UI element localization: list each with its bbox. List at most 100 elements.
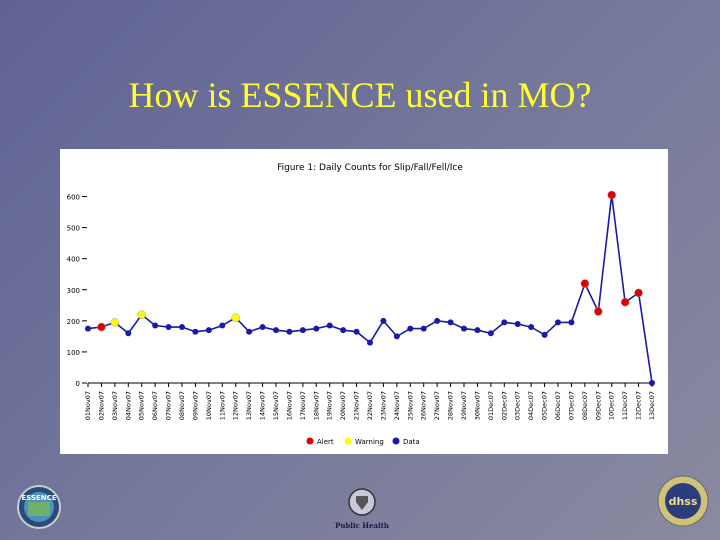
- x-tick-label: 29Nov07: [460, 391, 468, 420]
- data-point-07Nov07: [165, 324, 172, 331]
- x-tick-label: 05Dec07: [541, 391, 549, 420]
- y-tick-label: 200: [67, 318, 80, 326]
- x-tick-label: 18Nov07: [312, 391, 320, 420]
- x-tick-label: 19Nov07: [326, 391, 334, 420]
- x-tick-label: 03Nov07: [111, 391, 119, 420]
- legend-marker-warning: [344, 437, 352, 445]
- legend-label-data: Data: [403, 438, 420, 446]
- y-tick-label: 0: [76, 380, 80, 388]
- data-point-06Nov07: [152, 322, 159, 329]
- data-point-02Nov07: [97, 322, 106, 332]
- x-tick-label: 15Nov07: [272, 391, 280, 420]
- x-tick-label: 27Nov07: [433, 391, 441, 420]
- x-tick-label: 12Dec07: [635, 391, 643, 420]
- legend-label-alert: Alert: [317, 438, 334, 446]
- data-point-15Nov07: [273, 327, 279, 334]
- data-point-20Nov07: [340, 327, 347, 334]
- x-tick-label: 02Dec07: [500, 391, 508, 420]
- svg-text:ESSENCE: ESSENCE: [21, 494, 56, 502]
- data-point-14Nov07: [259, 324, 266, 331]
- data-point-16Nov07: [286, 328, 293, 335]
- data-point-09Nov07: [192, 328, 199, 335]
- x-tick-label: 06Nov07: [151, 391, 159, 420]
- x-tick-label: 07Nov07: [165, 391, 173, 420]
- data-point-08Dec07: [580, 279, 590, 288]
- x-tick-label: 13Dec07: [648, 391, 656, 420]
- data-point-05Nov07: [137, 310, 146, 319]
- data-point-04Dec07: [528, 324, 535, 331]
- x-tick-label: 11Dec07: [621, 391, 629, 420]
- y-tick-label: 600: [67, 194, 80, 202]
- y-tick-label: 400: [67, 256, 80, 264]
- data-point-03Nov07: [110, 318, 120, 327]
- x-tick-label: 07Dec07: [567, 391, 575, 420]
- data-point-06Dec07: [555, 319, 561, 326]
- data-point-30Nov07: [474, 327, 481, 334]
- x-tick-label: 09Nov07: [191, 391, 199, 420]
- x-tick-label: 10Nov07: [205, 391, 213, 420]
- data-point-08Nov07: [179, 324, 185, 331]
- data-point-19Nov07: [326, 322, 333, 329]
- x-tick-label: 01Dec07: [487, 391, 495, 420]
- data-point-25Nov07: [407, 325, 414, 332]
- data-point-29Nov07: [461, 325, 467, 332]
- data-point-18Nov07: [313, 325, 320, 332]
- x-tick-label: 16Nov07: [285, 391, 293, 420]
- x-tick-label: 08Dec07: [581, 391, 589, 420]
- public-health-logo: Public Health: [334, 486, 390, 534]
- data-point-28Nov07: [447, 319, 454, 326]
- x-tick-label: 03Dec07: [514, 391, 522, 420]
- series-line: [87, 194, 653, 384]
- x-tick-label: 09Dec07: [594, 391, 602, 420]
- x-tick-label: 04Dec07: [527, 391, 535, 420]
- legend-label-warning: Warning: [355, 438, 384, 446]
- data-point-26Nov07: [420, 325, 427, 332]
- x-tick-label: 10Dec07: [608, 391, 616, 420]
- x-tick-label: 05Nov07: [138, 391, 146, 420]
- legend-marker-data: [392, 437, 400, 445]
- data-point-13Nov07: [246, 328, 253, 335]
- x-tick-label: 13Nov07: [245, 391, 253, 420]
- x-tick-label: 20Nov07: [339, 391, 347, 420]
- x-tick-label: 12Nov07: [232, 391, 240, 420]
- data-point-17Nov07: [299, 327, 306, 334]
- chart-title: Figure 1: Daily Counts for Slip/Fall/Fel…: [277, 163, 463, 173]
- x-tick-label: 24Nov07: [393, 391, 401, 420]
- data-point-04Nov07: [125, 330, 132, 337]
- svg-text:dhss: dhss: [669, 495, 698, 508]
- x-tick-label: 25Nov07: [406, 391, 414, 420]
- data-point-22Nov07: [367, 339, 373, 346]
- x-tick-label: 11Nov07: [218, 391, 226, 420]
- data-point-23Nov07: [380, 317, 387, 324]
- data-point-09Dec07: [594, 307, 603, 316]
- data-point-11Nov07: [219, 322, 226, 329]
- chart-panel: Figure 1: Daily Counts for Slip/Fall/Fel…: [60, 149, 668, 454]
- x-tick-label: 17Nov07: [299, 391, 307, 420]
- data-point-21Nov07: [353, 328, 360, 335]
- data-point-13Dec07: [649, 380, 655, 386]
- x-tick-label: 30Nov07: [473, 391, 481, 420]
- data-point-12Nov07: [231, 313, 240, 322]
- slide-title: How is ESSENCE used in MO?: [128, 75, 592, 115]
- y-tick-label: 100: [67, 349, 80, 357]
- x-tick-label: 02Nov07: [97, 391, 105, 420]
- svg-text:Public Health: Public Health: [335, 521, 389, 530]
- data-point-02Dec07: [501, 319, 508, 326]
- data-point-01Nov07: [85, 325, 91, 332]
- data-point-11Dec07: [620, 297, 630, 307]
- x-tick-label: 22Nov07: [366, 391, 374, 420]
- x-tick-label: 21Nov07: [353, 391, 361, 420]
- data-point-10Dec07: [607, 190, 616, 200]
- data-point-24Nov07: [393, 333, 400, 340]
- x-tick-label: 14Nov07: [259, 391, 267, 420]
- data-point-05Dec07: [541, 331, 548, 338]
- legend-marker-alert: [306, 437, 314, 445]
- essence-logo: ESSENCE: [16, 484, 62, 530]
- data-point-03Dec07: [514, 320, 521, 327]
- y-tick-label: 500: [67, 225, 80, 233]
- x-tick-label: 28Nov07: [447, 391, 455, 420]
- x-tick-label: 26Nov07: [420, 391, 428, 420]
- x-tick-label: 04Nov07: [124, 391, 132, 420]
- x-tick-label: 08Nov07: [178, 391, 186, 420]
- data-point-07Dec07: [568, 319, 575, 326]
